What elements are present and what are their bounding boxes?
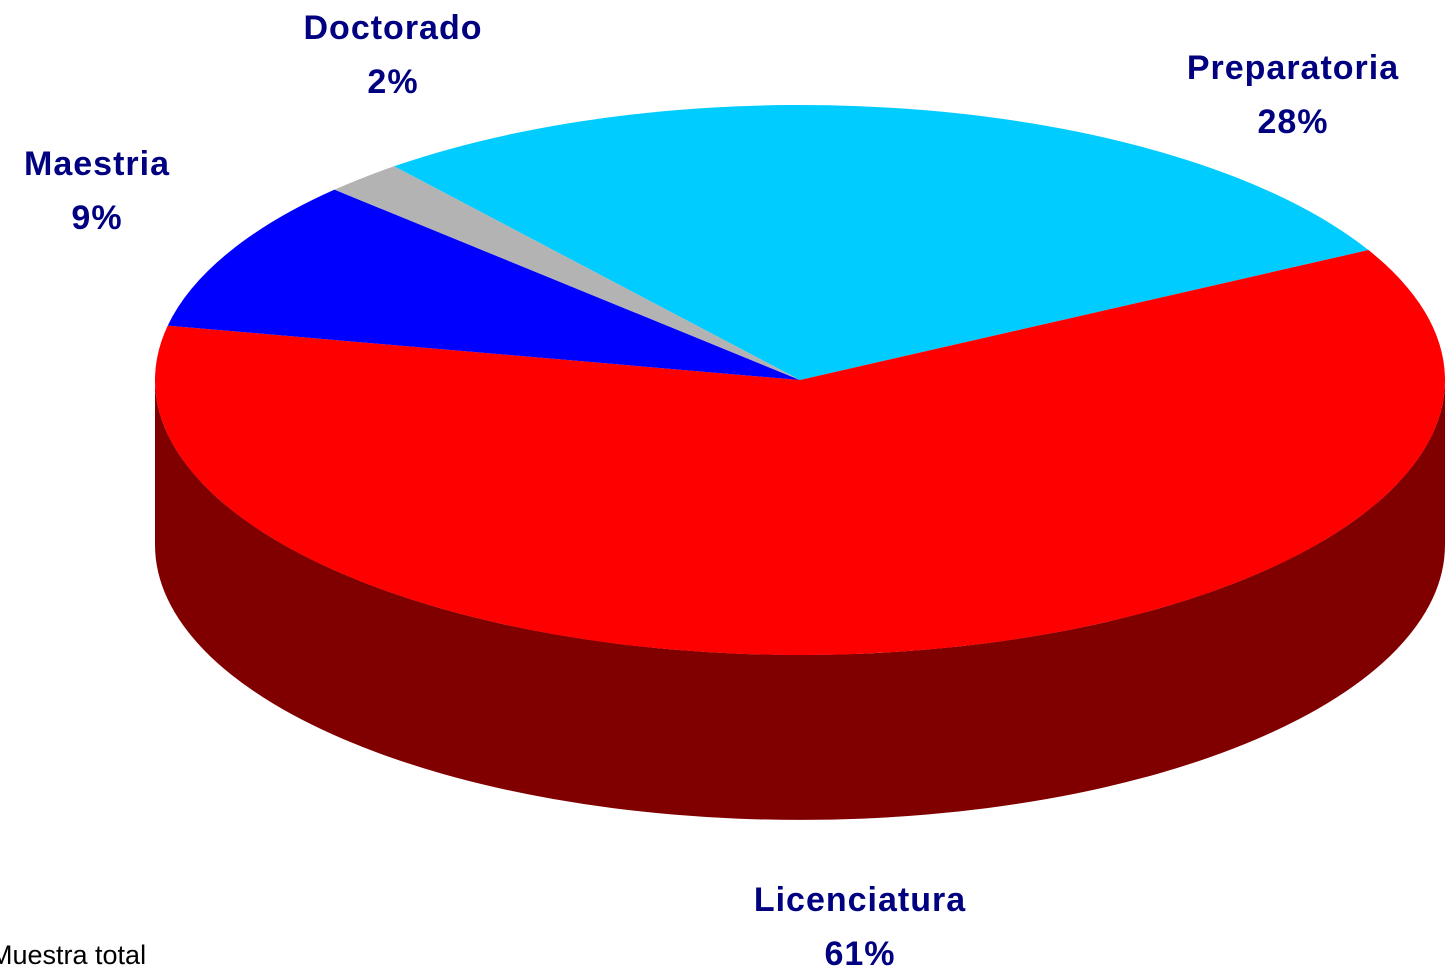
slice-name: Maestria: [24, 145, 170, 183]
slice-value: 9%: [71, 199, 122, 237]
slice-value: 2%: [367, 63, 418, 101]
slice-side: [155, 380, 1445, 820]
slice: [154, 250, 1446, 656]
slice: [394, 105, 1369, 381]
slice-name: Licenciatura: [754, 881, 966, 919]
slice: [334, 166, 800, 380]
pie-sides: [155, 380, 1445, 820]
footnote: Muestra total: [0, 940, 146, 970]
slice: [167, 189, 800, 380]
slice-value: 28%: [1257, 103, 1328, 141]
slice-name: Preparatoria: [1187, 49, 1399, 87]
slice-name: Doctorado: [304, 9, 483, 47]
slice-value: 61%: [824, 935, 895, 972]
